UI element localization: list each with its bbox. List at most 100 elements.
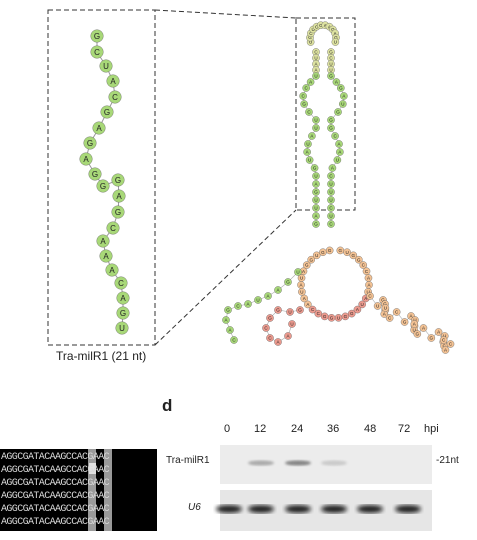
nucleotide — [308, 305, 317, 314]
nucleotide-letter: C — [94, 48, 100, 57]
nucleotide — [327, 172, 335, 180]
nucleotide — [339, 100, 347, 108]
nucleotide — [335, 140, 343, 148]
alignment-row: AGGCGATACAAGCCACGAAC — [1, 478, 110, 489]
nucleotide-letter: C — [329, 174, 333, 179]
nucleotide — [373, 302, 382, 310]
nucleotide-letter: A — [303, 296, 306, 301]
nucleotide-letter: G — [352, 253, 356, 258]
nucleotide-letter: U — [329, 182, 332, 187]
nucleotide-letter: U — [312, 27, 315, 32]
nucleotide-letter: A — [334, 31, 337, 36]
nucleotide-letter: A — [314, 214, 317, 219]
nucleotide — [327, 124, 335, 132]
nucleotide — [286, 308, 294, 316]
nucleotide-letter: G — [115, 176, 121, 185]
nucleotide-letter: A — [310, 134, 313, 139]
nucleotide-letter: U — [306, 142, 309, 147]
nucleotide-letter: G — [268, 316, 272, 321]
nucleotide-letter: G — [226, 308, 230, 313]
nucleotide — [312, 72, 320, 80]
nucleotide-letter: G — [339, 86, 343, 91]
nucleotide — [115, 321, 129, 335]
nucleotide — [327, 116, 335, 124]
u6-band — [248, 505, 274, 513]
alignment-row: AGGCGATACAAGCCACGAAC — [1, 452, 110, 463]
nucleotide-letter: G — [120, 309, 126, 318]
nucleotide-letter: C — [319, 23, 323, 28]
nucleotide — [294, 268, 302, 276]
nucleotide — [90, 29, 104, 43]
nucleotide-letter: C — [317, 311, 321, 316]
nucleotide — [111, 205, 125, 219]
nucleotide-letter: C — [305, 86, 309, 91]
nucleotide — [230, 336, 238, 344]
nucleotide — [312, 212, 320, 220]
nucleotide — [305, 108, 313, 116]
nucleotide — [111, 173, 125, 187]
nucleotide-letter: G — [298, 308, 302, 313]
alignment-row: AGGCGATACAAGCCACGAAC — [1, 491, 110, 502]
nucleotide — [312, 116, 320, 124]
nucleotide-letter: G — [350, 311, 354, 316]
timepoint-label: 24 — [291, 423, 304, 435]
nucleotide-letter: G — [323, 314, 327, 319]
nucleotide-letter: A — [314, 68, 317, 73]
nucleotide — [305, 156, 314, 164]
nucleotide — [434, 328, 443, 336]
nucleotide — [334, 108, 342, 116]
nucleotide-letter: G — [321, 250, 325, 255]
nucleotide-letter: A — [422, 326, 425, 331]
nucleotide — [304, 140, 312, 148]
nucleotide — [79, 152, 93, 166]
nucleotide-letter: G — [302, 102, 306, 107]
nucleotide-letter: A — [410, 314, 413, 319]
nucleotide-letter: A — [314, 182, 317, 187]
nucleotide-letter: C — [268, 336, 272, 341]
nucleotide — [90, 45, 104, 59]
nucleotide — [327, 220, 335, 228]
timepoint-label: 0 — [224, 423, 231, 435]
nucleotide-letter: U — [119, 324, 125, 333]
nucleotide — [264, 292, 272, 300]
u6-band — [395, 505, 421, 513]
nucleotide — [327, 72, 335, 80]
nucleotide — [304, 300, 312, 309]
nucleotide-letter: C — [329, 222, 333, 227]
nucleotide-letter: C — [329, 56, 333, 61]
nucleotide-letter: C — [442, 344, 446, 349]
nucleotide — [312, 180, 320, 188]
nucleotide — [302, 84, 310, 92]
nucleotide — [312, 251, 321, 260]
nucleotide — [312, 188, 320, 196]
nucleotide — [296, 306, 304, 314]
nucleotide — [284, 278, 292, 286]
nucleotide-letter: G — [94, 32, 100, 41]
nucleotide-letter: G — [309, 257, 313, 262]
size-marker-label: -21nt — [436, 455, 459, 466]
backbone — [85, 36, 124, 329]
nucleotide-letter: A — [309, 80, 312, 85]
zoom-connector-bottom — [154, 209, 297, 346]
nucleotide — [446, 340, 455, 348]
nucleotide — [347, 309, 356, 318]
nucleotide-letter: A — [367, 276, 370, 281]
nucleotide-letter: G — [416, 332, 420, 337]
nucleotide — [439, 336, 448, 344]
nucleotide — [332, 78, 341, 86]
nucleotide — [392, 308, 401, 316]
zoom-box-right — [295, 17, 356, 211]
nucleotide — [224, 306, 232, 314]
nucleotide-letter: A — [328, 24, 331, 29]
nucleotide-letter: A — [306, 150, 309, 155]
nucleotide-letter: G — [344, 314, 348, 319]
nucleotide — [116, 306, 130, 320]
nucleotide-letter: G — [334, 35, 338, 40]
nucleotide — [419, 324, 428, 332]
nucleotide-letter: G — [314, 190, 318, 195]
nucleotide-letter: C — [314, 50, 318, 55]
nucleotide — [340, 92, 348, 100]
nucleotide-letter: C — [395, 310, 399, 315]
nucleotide-letter: U — [412, 328, 415, 333]
